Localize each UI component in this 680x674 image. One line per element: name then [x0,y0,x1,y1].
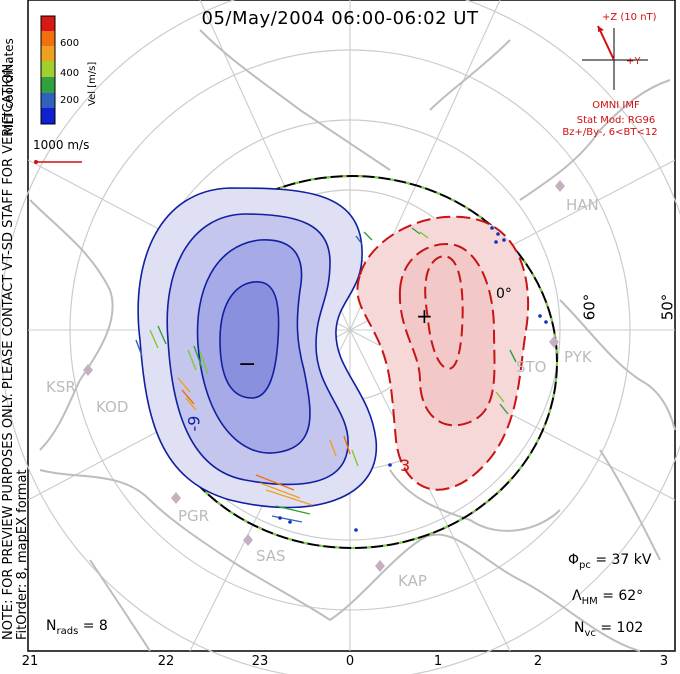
station-pyk: PYK [564,348,592,366]
station-kap: KAP [398,572,427,590]
contour-label-neg: -9 [184,415,204,432]
stat-lambda-hm-value: = 62° [602,588,644,604]
lat-label-50: 50° [658,293,677,321]
imf-condition: Bz+/By-, 6<BT<12 [562,127,658,138]
velocity-vectors [135,227,517,523]
mlt-tick-21: 21 [21,654,39,669]
contour-label-pos: 3 [400,456,411,475]
lat-label-60: 60° [580,293,599,321]
map-title: 05/May/2004 06:00-06:02 UT [201,8,479,29]
lat-label-0: 0° [496,286,512,302]
stat-phi-pc-value: = 37 kV [595,552,652,568]
station-kod: KOD [96,398,129,416]
dawn-convection-cell [356,215,530,491]
station-han: HAN [566,196,599,214]
station-markers [83,180,565,572]
stat-n-vc-value: = 102 [600,620,644,636]
velocity-scale-label: 1000 m/s [33,138,90,152]
stat-n-rads: Nrads = 8 [46,618,108,637]
colorbar-tick-400: 400 [60,68,80,79]
coords-label: MLT coordinates [2,38,16,135]
mlt-tick-3: 3 [659,654,669,669]
stat-n-rads-value: = 8 [82,618,108,634]
colorbar-label: Vel [m/s] [87,61,98,106]
imf-model: Stat Mod: RG96 [576,115,656,126]
stat-lambda-hm: ΛHM = 62° [572,588,644,607]
station-pgr: PGR [178,507,210,525]
mlt-tick-1: 1 [433,654,443,669]
station-sto: STO [516,358,547,376]
mlt-tick-23: 23 [251,654,269,669]
stat-n-vc: Nvc = 102 [574,620,644,639]
velocity-dots [278,226,548,532]
imf-y-label: +Y [626,56,641,67]
potential-max-marker: + [416,304,433,328]
mlt-tick-0: 0 [345,654,355,669]
imf-z-label: +Z (10 nT) [602,12,657,23]
imf-clock-dial [582,25,648,90]
velocity-scale-arrow [34,160,82,164]
map-frame [27,0,676,652]
colorbar-tick-200: 200 [60,95,80,106]
imf-source: OMNI IMF [592,100,640,111]
potential-min-marker: − [238,352,257,377]
mlt-tick-2: 2 [533,654,543,669]
coastlines [29,29,676,652]
mlt-tick-22: 22 [157,654,175,669]
fit-order-note: FitOrder: 8, mapEX format [15,469,30,640]
preview-note: NOTE: FOR PREVIEW PURPOSES ONLY. PLEASE … [1,59,16,640]
station-ksr: KSR [46,378,76,396]
colorbar-tick-600: 600 [60,38,80,49]
stat-phi-pc: Φpc = 37 kV [568,552,652,571]
dusk-convection-cell [137,187,377,509]
station-sas: SAS [256,547,286,565]
velocity-colorbar [40,15,56,125]
